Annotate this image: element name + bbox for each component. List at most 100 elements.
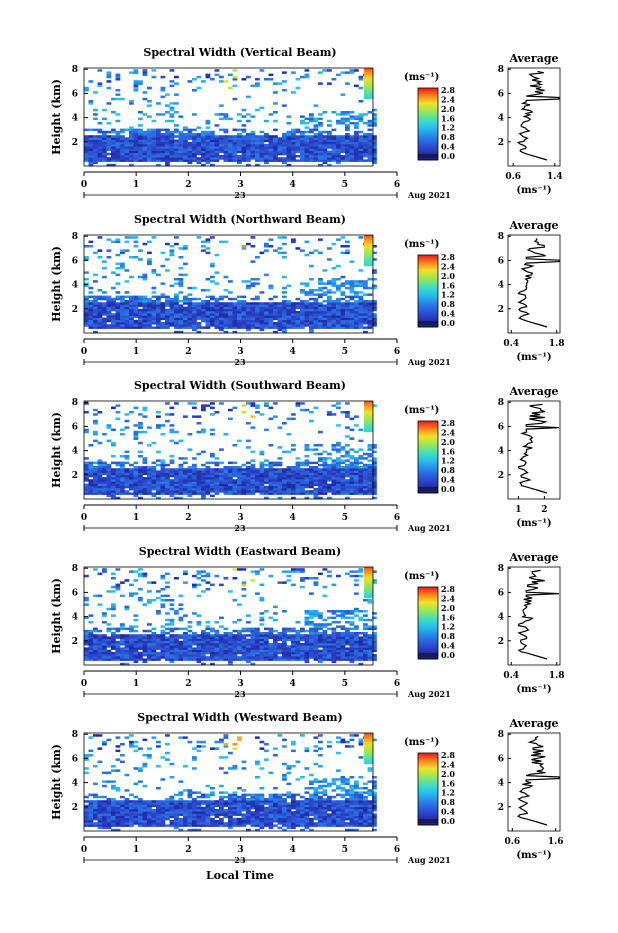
heatmap-cell <box>215 645 220 648</box>
heatmap-cell <box>354 610 359 613</box>
heatmap-cell <box>111 304 116 307</box>
heatmap-cell <box>98 318 103 321</box>
heatmap-cell <box>332 473 337 476</box>
heatmap-cell <box>368 492 373 495</box>
heatmap-cell <box>282 162 287 165</box>
heatmap-cell <box>363 473 368 476</box>
heatmap-cell <box>260 153 265 156</box>
heatmap-cell <box>260 320 265 323</box>
heatmap-cell <box>364 408 373 411</box>
heatmap-cell <box>305 304 310 307</box>
heatmap-cell <box>246 645 251 648</box>
heatmap-cell <box>143 481 148 484</box>
heatmap-cell <box>161 159 166 162</box>
heatmap-cell <box>219 137 224 140</box>
heatmap-cell <box>125 309 130 312</box>
heatmap-cell <box>93 488 98 491</box>
heatmap-cell <box>152 486 157 489</box>
heatmap-cell <box>314 643 319 646</box>
heatmap-cell <box>138 654 143 657</box>
heatmap-cell <box>336 656 341 659</box>
heatmap-cell <box>120 658 125 661</box>
heatmap-cell <box>309 142 314 145</box>
heatmap-cell <box>287 304 292 307</box>
heatmap-cell <box>224 628 229 631</box>
heatmap-cell <box>152 269 157 272</box>
heatmap-cell <box>282 142 287 145</box>
heatmap-cell <box>156 146 161 149</box>
heatmap-cell <box>129 155 134 158</box>
heatmap-cell <box>174 293 179 296</box>
heatmap-cell <box>188 151 193 154</box>
heatmap-cell <box>179 641 184 644</box>
heatmap-cell <box>300 462 305 465</box>
heatmap-cell <box>120 433 125 436</box>
heatmap-cell <box>314 293 319 296</box>
heatmap-cell <box>305 639 310 642</box>
colorbar-swatch <box>418 487 438 491</box>
heatmap-cell <box>84 492 89 495</box>
heatmap-cell <box>138 431 143 434</box>
heatmap-cell <box>291 133 296 136</box>
heatmap-cell <box>273 477 278 480</box>
heatmap-cell <box>156 300 161 303</box>
heatmap-cell <box>287 326 292 329</box>
heatmap-cell <box>116 144 121 147</box>
heatmap-cell <box>201 490 206 493</box>
heatmap-cell <box>282 313 287 316</box>
heatmap-cell <box>120 302 125 305</box>
heatmap-cell <box>323 291 328 294</box>
heatmap-cell <box>233 486 238 489</box>
heatmap-cell <box>138 111 143 114</box>
heatmap-cell <box>260 492 265 495</box>
heatmap-cell <box>201 241 206 244</box>
heatmap-cell <box>363 304 368 307</box>
heatmap-cell <box>84 324 89 327</box>
heatmap-cell <box>129 475 134 478</box>
heatmap-cell <box>192 309 197 312</box>
heatmap-cell <box>251 470 256 473</box>
heatmap-cell <box>228 481 233 484</box>
heatmap-cell <box>215 324 220 327</box>
heatmap-cell <box>89 311 94 314</box>
heatmap-cell <box>98 298 103 301</box>
heatmap-cell <box>336 144 341 147</box>
heatmap-cell <box>345 658 350 661</box>
heatmap-cell <box>161 89 166 92</box>
heatmap-cell <box>116 643 121 646</box>
heatmap-cell <box>300 324 305 327</box>
heatmap-cell <box>89 151 94 154</box>
heatmap-cell <box>170 623 175 626</box>
heatmap-cell <box>359 643 364 646</box>
heatmap-cell <box>354 457 359 460</box>
heatmap-cell <box>242 464 247 467</box>
heatmap-cell <box>269 146 274 149</box>
heatmap-cell <box>129 652 134 655</box>
heatmap-cell <box>179 309 184 312</box>
heatmap-cell <box>215 320 220 323</box>
heatmap-cell <box>215 311 220 314</box>
heatmap-cell <box>89 318 94 321</box>
heatmap-cell <box>287 122 292 125</box>
heatmap-cell <box>197 647 202 650</box>
heatmap-cell <box>332 639 337 642</box>
heatmap-cell <box>282 302 287 305</box>
heatmap-cell <box>341 625 346 628</box>
heatmap-cell <box>269 113 274 116</box>
heatmap-cell <box>363 641 368 644</box>
heatmap-cell <box>143 658 148 661</box>
heatmap-cell <box>318 155 323 158</box>
heatmap-cell <box>368 634 373 637</box>
heatmap-cell <box>296 630 301 633</box>
heatmap-cell <box>345 313 350 316</box>
heatmap-cell <box>89 479 94 482</box>
heatmap-cell <box>327 315 332 318</box>
heatmap-cell <box>161 484 166 487</box>
heatmap-cell <box>345 82 350 85</box>
heatmap-cell <box>206 641 211 644</box>
heatmap-cell <box>327 477 332 480</box>
heatmap-cell <box>291 153 296 156</box>
heatmap-cell <box>237 486 242 489</box>
heatmap-cell <box>120 151 125 154</box>
heatmap-cell <box>323 475 328 478</box>
